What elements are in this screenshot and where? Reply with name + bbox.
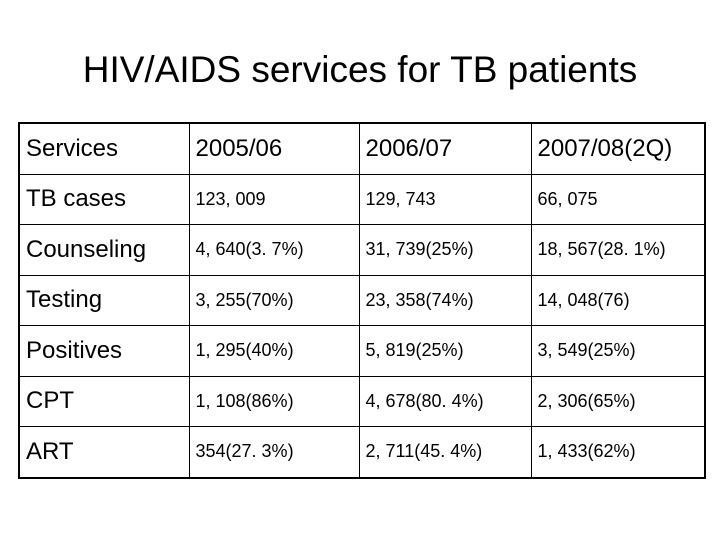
table-cell: 129, 743: [358, 173, 532, 225]
table-cell: 2, 711(45. 4%): [358, 426, 532, 478]
row-label: TB cases: [18, 173, 190, 225]
table-cell: 66, 075: [530, 173, 706, 225]
table-cell: 354(27. 3%): [188, 426, 360, 478]
table-cell: 2, 306(65%): [530, 375, 706, 427]
table-row: ART 354(27. 3%) 2, 711(45. 4%) 1, 433(62…: [18, 426, 706, 478]
row-label: Counseling: [18, 224, 190, 276]
row-label: CPT: [18, 375, 190, 427]
table-header-row: Services 2005/06 2006/07 2007/08(2Q): [18, 122, 706, 175]
table-cell: 4, 640(3. 7%): [188, 224, 360, 276]
table-cell: 14, 048(76): [530, 274, 706, 326]
header-2007-08: 2007/08(2Q): [530, 122, 706, 175]
table-cell: 5, 819(25%): [358, 325, 532, 377]
table-cell: 31, 739(25%): [358, 224, 532, 276]
table-cell: 4, 678(80. 4%): [358, 375, 532, 427]
row-label: ART: [18, 426, 190, 478]
table-cell: 3, 549(25%): [530, 325, 706, 377]
header-2006-07: 2006/07: [358, 122, 532, 175]
table-cell: 23, 358(74%): [358, 274, 532, 326]
table-cell: 123, 009: [188, 173, 360, 225]
table-row: Testing 3, 255(70%) 23, 358(74%) 14, 048…: [18, 274, 706, 326]
table-cell: 1, 108(86%): [188, 375, 360, 427]
services-table: Services 2005/06 2006/07 2007/08(2Q) TB …: [18, 122, 706, 479]
table-cell: 3, 255(70%): [188, 274, 360, 326]
table-cell: 1, 433(62%): [530, 426, 706, 478]
row-label: Positives: [18, 325, 190, 377]
table-cell: 18, 567(28. 1%): [530, 224, 706, 276]
table-row: CPT 1, 108(86%) 4, 678(80. 4%) 2, 306(65…: [18, 375, 706, 427]
header-services: Services: [18, 122, 190, 175]
table-cell: 1, 295(40%): [188, 325, 360, 377]
header-2005-06: 2005/06: [188, 122, 360, 175]
table-row: TB cases 123, 009 129, 743 66, 075: [18, 173, 706, 225]
table-row: Counseling 4, 640(3. 7%) 31, 739(25%) 18…: [18, 224, 706, 276]
slide-title: HIV/AIDS services for TB patients: [82, 49, 638, 90]
row-label: Testing: [18, 274, 190, 326]
table-row: Positives 1, 295(40%) 5, 819(25%) 3, 549…: [18, 325, 706, 377]
